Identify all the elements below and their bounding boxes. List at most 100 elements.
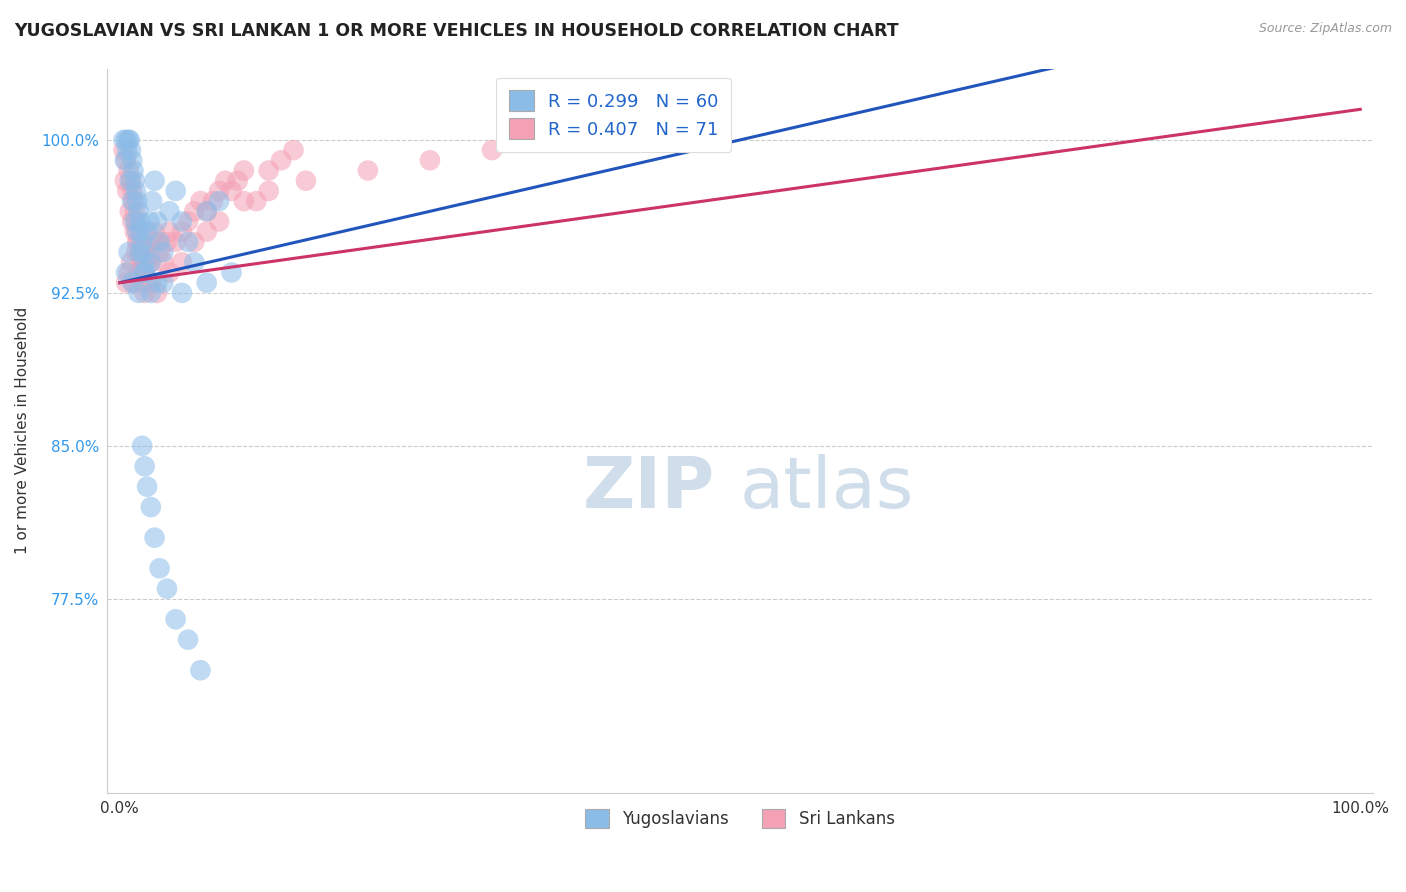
Point [121,214,143,228]
Point [146,235,169,249]
Point [159,204,181,219]
Point [159,265,181,279]
Point [143,174,166,188]
Point [270,153,292,168]
Text: ZIP: ZIP [582,454,714,523]
Point [124,214,146,228]
Point [122,276,145,290]
Point [208,214,231,228]
Point [134,265,156,279]
Point [127,265,149,279]
Y-axis label: 1 or more Vehicles in Household: 1 or more Vehicles in Household [15,307,30,554]
Point [152,245,174,260]
Point [127,225,149,239]
Point [177,235,200,249]
Point [128,245,150,260]
Point [195,276,218,290]
Point [170,225,193,239]
Point [112,143,135,157]
Point [146,285,169,300]
Point [115,153,138,168]
Point [127,285,149,300]
Point [117,265,139,279]
Point [257,184,280,198]
Point [170,214,193,228]
Point [124,225,146,239]
Point [121,276,143,290]
Point [125,245,148,260]
Point [132,276,155,290]
Point [245,194,267,208]
Point [141,235,163,249]
Point [120,143,142,157]
Point [138,214,160,228]
Point [127,235,149,249]
Point [118,133,141,147]
Point [129,225,152,239]
Point [136,255,159,269]
Point [131,439,153,453]
Point [131,235,153,249]
Point [121,184,143,198]
Point [121,194,143,208]
Point [201,194,224,208]
Point [134,285,156,300]
Point [208,184,231,198]
Point [115,265,138,279]
Point [134,265,156,279]
Point [134,265,156,279]
Point [125,184,148,198]
Point [136,225,159,239]
Point [129,255,152,269]
Point [232,194,254,208]
Point [124,204,146,219]
Point [121,153,143,168]
Text: atlas: atlas [740,454,914,523]
Point [148,561,170,575]
Point [118,174,141,188]
Point [283,143,305,157]
Point [208,194,231,208]
Point [419,153,441,168]
Point [118,204,141,219]
Text: Source: ZipAtlas.com: Source: ZipAtlas.com [1258,22,1392,36]
Point [128,245,150,260]
Point [481,143,503,157]
Point [257,163,280,178]
Point [117,163,139,178]
Point [127,225,149,239]
Point [117,133,139,147]
Legend: Yugoslavians, Sri Lankans: Yugoslavians, Sri Lankans [579,803,901,835]
Point [125,214,148,228]
Point [122,194,145,208]
Point [605,133,627,147]
Point [122,163,145,178]
Point [120,255,142,269]
Point [195,204,218,219]
Point [139,285,162,300]
Point [139,500,162,514]
Point [146,214,169,228]
Point [120,174,142,188]
Point [146,276,169,290]
Point [114,153,136,168]
Point [117,184,139,198]
Point [114,174,136,188]
Point [139,276,162,290]
Point [183,255,205,269]
Point [170,255,193,269]
Point [165,612,187,626]
Point [139,255,162,269]
Point [170,285,193,300]
Point [141,194,163,208]
Point [221,184,243,198]
Point [127,194,149,208]
Point [156,582,179,596]
Point [177,632,200,647]
Point [132,245,155,260]
Point [165,184,187,198]
Point [134,265,156,279]
Point [148,235,170,249]
Point [357,163,380,178]
Point [295,174,318,188]
